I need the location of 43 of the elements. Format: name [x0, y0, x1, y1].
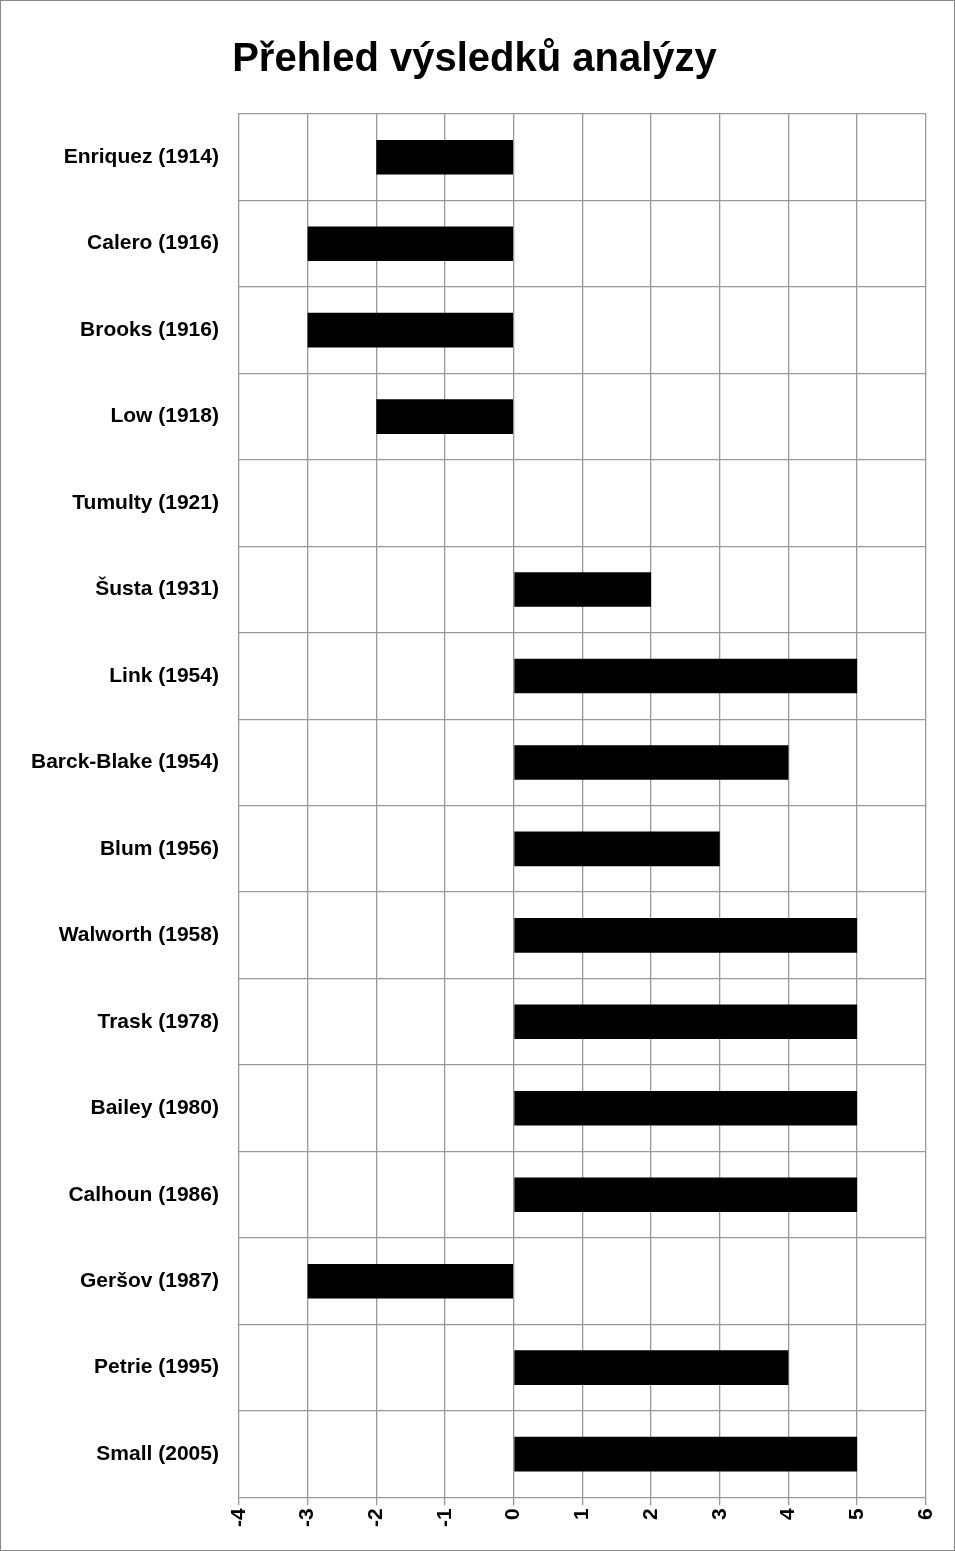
x-tick-label: 3	[706, 1508, 730, 1521]
bar	[514, 1350, 789, 1385]
y-tick-label: Petrie (1995)	[94, 1354, 219, 1378]
x-tick-label: 1	[569, 1508, 593, 1521]
x-tick-label: -1	[431, 1508, 455, 1528]
x-tick-label: 0	[500, 1508, 524, 1521]
bar	[514, 572, 652, 607]
y-tick-label: Blum (1956)	[99, 835, 219, 859]
y-tick-label: Link (1954)	[109, 662, 219, 686]
bar	[307, 226, 514, 261]
y-tick-label: Small (2005)	[96, 1440, 219, 1464]
x-tick-label: -3	[294, 1508, 318, 1528]
y-tick-label: Enriquez (1914)	[63, 144, 219, 168]
y-tick-label: Calero (1916)	[87, 230, 219, 254]
y-tick-label: Bailey (1980)	[90, 1095, 219, 1119]
bar	[514, 831, 720, 867]
y-tick-label: Trask (1978)	[97, 1008, 219, 1032]
bar	[514, 1177, 858, 1213]
y-tick-label: Geršov (1987)	[80, 1267, 219, 1291]
bar	[514, 1004, 858, 1040]
x-tick-label: 5	[843, 1508, 867, 1521]
chart-title: Přehled výsledků analýzy	[232, 35, 718, 80]
bar	[514, 1090, 858, 1126]
y-tick-label: Calhoun (1986)	[68, 1181, 219, 1205]
y-tick-label: Brooks (1916)	[80, 316, 219, 340]
bar	[514, 1436, 858, 1472]
bar	[514, 745, 789, 780]
bar	[514, 918, 858, 953]
bar	[307, 1263, 514, 1299]
y-tick-label: Low (1918)	[110, 403, 219, 427]
bar	[376, 139, 514, 175]
x-tick-label: 6	[912, 1508, 936, 1521]
bar	[376, 399, 514, 434]
bar	[514, 658, 858, 694]
x-tick-label: -4	[225, 1508, 249, 1528]
y-tick-label: Walworth (1958)	[58, 922, 219, 946]
x-tick-label: 4	[775, 1508, 799, 1521]
y-tick-label: Barck-Blake (1954)	[30, 749, 219, 773]
x-tick-label: -2	[363, 1508, 387, 1528]
x-tick-label: 2	[637, 1508, 661, 1521]
y-tick-label: Šusta (1931)	[95, 576, 219, 600]
bar	[307, 312, 514, 348]
y-tick-label: Tumulty (1921)	[72, 489, 219, 513]
